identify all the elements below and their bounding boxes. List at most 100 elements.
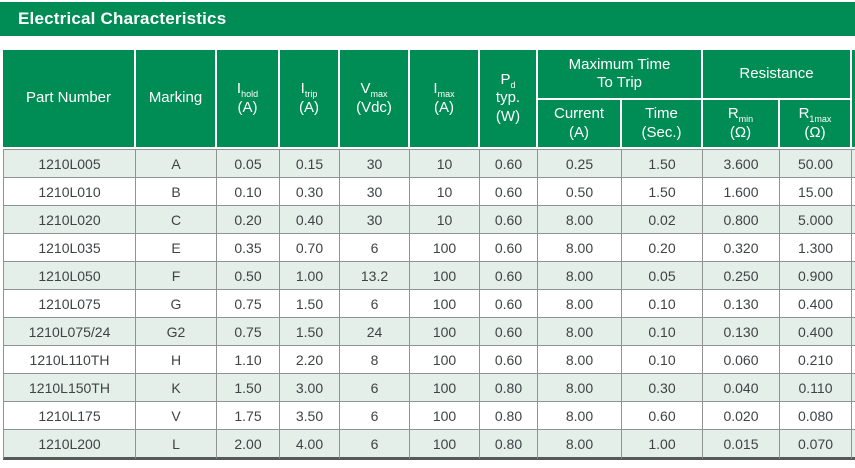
cell-i_trip_a: 4.00 [280, 430, 340, 460]
table-row: 1210L035 E 0.35 0.70 6 100 0.60 8.00 0.20 0.320 1.… [3, 234, 855, 262]
cell-i_trip_a: 1.50 [280, 290, 340, 318]
cell-trip_current_a: 8.00 [538, 262, 622, 290]
section-title-bar: Electrical Characteristics [0, 2, 855, 36]
cell-trip_time_sec: 0.30 [622, 374, 703, 402]
electrical-characteristics-table-wrap: Part Number Marking Ihold (A) Itrip (A) … [3, 50, 855, 460]
cell-v_max_vdc: 8 [340, 346, 410, 374]
cell-trip_time_sec: 0.10 [622, 346, 703, 374]
cell-r_min_ohm: 0.040 [703, 374, 780, 402]
cell-part_number: 1210L010 [3, 178, 136, 206]
table-row: 1210L200 L 2.00 4.00 6 100 0.80 8.00 1.00 0.015 0.… [3, 430, 855, 460]
page-title: Electrical Characteristics [18, 9, 227, 28]
cell-part_number: 1210L050 [3, 262, 136, 290]
cutoff-cell [852, 206, 855, 234]
cell-i_hold_a: 0.50 [217, 262, 280, 290]
cell-v_max_vdc: 6 [340, 402, 410, 430]
cutoff-cell [852, 262, 855, 290]
cutoff-cell [852, 346, 855, 374]
group-header-max-time-to-trip: Maximum Time To Trip [538, 50, 703, 100]
cell-v_max_vdc: 6 [340, 290, 410, 318]
cell-i_trip_a: 0.30 [280, 178, 340, 206]
cell-r_min_ohm: 3.600 [703, 149, 780, 178]
cell-trip_time_sec: 0.10 [622, 290, 703, 318]
cell-trip_time_sec: 0.05 [622, 262, 703, 290]
cutoff-cell [852, 178, 855, 206]
cell-trip_current_a: 8.00 [538, 234, 622, 262]
cell-i_hold_a: 0.75 [217, 318, 280, 346]
cell-marking: C [136, 206, 217, 234]
col-header-i-hold: Ihold (A) [217, 50, 280, 149]
cutoff-cell [852, 234, 855, 262]
cutoff-cell [852, 290, 855, 318]
cell-part_number: 1210L005 [3, 149, 136, 178]
cell-i_hold_a: 0.10 [217, 178, 280, 206]
cell-p_d_typ_w: 0.60 [480, 262, 538, 290]
table-row: 1210L020 C 0.20 0.40 30 10 0.60 8.00 0.02 0.800 5.… [3, 206, 855, 234]
cell-part_number: 1210L175 [3, 402, 136, 430]
cell-part_number: 1210L075/24 [3, 318, 136, 346]
cell-p_d_typ_w: 0.60 [480, 149, 538, 178]
cell-p_d_typ_w: 0.80 [480, 402, 538, 430]
table-row: 1210L050 F 0.50 1.00 13.2 100 0.60 8.00 0.05 0.25… [3, 262, 855, 290]
cell-p_d_typ_w: 0.60 [480, 346, 538, 374]
cell-p_d_typ_w: 0.60 [480, 206, 538, 234]
cell-p_d_typ_w: 0.60 [480, 318, 538, 346]
cell-trip_current_a: 0.25 [538, 149, 622, 178]
cell-marking: G [136, 290, 217, 318]
cell-trip_current_a: 8.00 [538, 318, 622, 346]
cell-i_max_a: 100 [410, 402, 480, 430]
cell-i_max_a: 10 [410, 178, 480, 206]
cell-v_max_vdc: 30 [340, 178, 410, 206]
cell-r_min_ohm: 0.060 [703, 346, 780, 374]
cell-i_max_a: 10 [410, 206, 480, 234]
cell-trip_time_sec: 0.60 [622, 402, 703, 430]
cell-r_min_ohm: 0.130 [703, 290, 780, 318]
table-row: 1210L175 V 1.75 3.50 6 100 0.80 8.00 0.60 0.020 0.… [3, 402, 855, 430]
cell-marking: B [136, 178, 217, 206]
cell-i_max_a: 100 [410, 346, 480, 374]
cell-marking: A [136, 149, 217, 178]
cutoff-cell [852, 374, 855, 402]
cell-part_number: 1210L110TH [3, 346, 136, 374]
cell-i_trip_a: 1.50 [280, 318, 340, 346]
cell-v_max_vdc: 24 [340, 318, 410, 346]
cell-v_max_vdc: 30 [340, 206, 410, 234]
cell-r_min_ohm: 0.800 [703, 206, 780, 234]
col-header-trip-time: Time (Sec.) [622, 100, 703, 149]
cell-r_1max_ohm: 0.080 [780, 402, 853, 430]
cell-trip_current_a: 8.00 [538, 374, 622, 402]
cell-r_1max_ohm: 1.300 [780, 234, 853, 262]
cutoff-cell [852, 318, 855, 346]
table-head: Part Number Marking Ihold (A) Itrip (A) … [3, 50, 855, 149]
cell-i_trip_a: 3.50 [280, 402, 340, 430]
cell-i_max_a: 100 [410, 290, 480, 318]
cell-p_d_typ_w: 0.60 [480, 290, 538, 318]
table-body: 1210L005 A 0.05 0.15 30 10 0.60 0.25 1.50 3.600 50… [3, 149, 855, 460]
cell-i_trip_a: 0.40 [280, 206, 340, 234]
cell-i_trip_a: 3.00 [280, 374, 340, 402]
cell-i_max_a: 100 [410, 374, 480, 402]
cell-r_min_ohm: 0.020 [703, 402, 780, 430]
cell-r_1max_ohm: 50.00 [780, 149, 853, 178]
cell-i_max_a: 100 [410, 234, 480, 262]
cell-r_min_ohm: 1.600 [703, 178, 780, 206]
cell-i_trip_a: 1.00 [280, 262, 340, 290]
cell-marking: E [136, 234, 217, 262]
electrical-characteristics-table: Part Number Marking Ihold (A) Itrip (A) … [3, 50, 855, 460]
cell-trip_time_sec: 1.50 [622, 178, 703, 206]
cell-marking: F [136, 262, 217, 290]
col-header-part-number: Part Number [3, 50, 136, 149]
col-header-r-min: Rmin (Ω) [703, 100, 780, 149]
cell-r_min_ohm: 0.320 [703, 234, 780, 262]
cutoff-cell [852, 402, 855, 430]
cell-r_1max_ohm: 0.900 [780, 262, 853, 290]
cell-p_d_typ_w: 0.60 [480, 234, 538, 262]
cell-trip_time_sec: 0.02 [622, 206, 703, 234]
cell-v_max_vdc: 6 [340, 430, 410, 460]
table-row: 1210L075 G 0.75 1.50 6 100 0.60 8.00 0.10 0.130 0.… [3, 290, 855, 318]
cell-i_hold_a: 0.35 [217, 234, 280, 262]
cell-part_number: 1210L150TH [3, 374, 136, 402]
cell-part_number: 1210L200 [3, 430, 136, 460]
cell-part_number: 1210L075 [3, 290, 136, 318]
cell-i_trip_a: 0.15 [280, 149, 340, 178]
